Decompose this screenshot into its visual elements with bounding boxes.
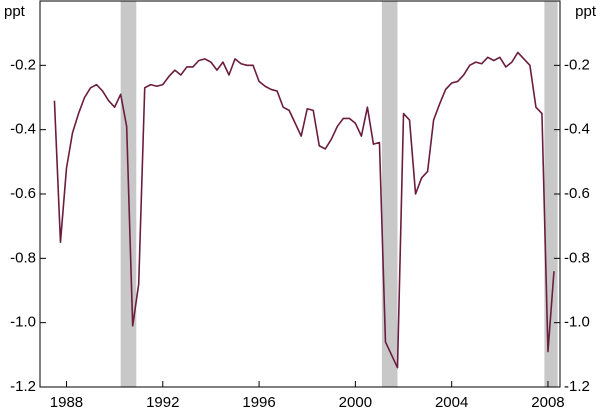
y-tick-label: -0.8	[10, 249, 36, 266]
y2-tick-label: -1.2	[564, 378, 590, 395]
x-tick-label: 2004	[435, 394, 468, 411]
y2-tick-label: -0.6	[564, 185, 590, 202]
x-tick-label: 1988	[50, 394, 83, 411]
y2-tick-label: -1.0	[564, 314, 590, 331]
x-tick-label: 1992	[146, 394, 179, 411]
y2-tick-label: -0.4	[564, 121, 590, 138]
y-tick-label: -0.2	[10, 56, 36, 73]
x-tick-label: 2000	[339, 394, 372, 411]
y2-tick-label: -0.8	[564, 249, 590, 266]
y2-tick-label: -0.2	[564, 56, 590, 73]
y-tick-label: -0.4	[10, 121, 36, 138]
data-line	[53, 51, 555, 369]
y-tick-label: -1.0	[10, 314, 36, 331]
y-tick-label: -1.2	[10, 378, 36, 395]
y-tick-label: -0.6	[10, 185, 36, 202]
y-unit-right: ppt	[575, 3, 597, 20]
y-unit-left: ppt	[4, 3, 26, 20]
x-tick-label: 1996	[242, 394, 275, 411]
shaded-period	[544, 1, 558, 387]
shaded-period	[381, 1, 398, 387]
x-tick-label: 2008	[531, 394, 564, 411]
plot-frame	[39, 0, 561, 388]
